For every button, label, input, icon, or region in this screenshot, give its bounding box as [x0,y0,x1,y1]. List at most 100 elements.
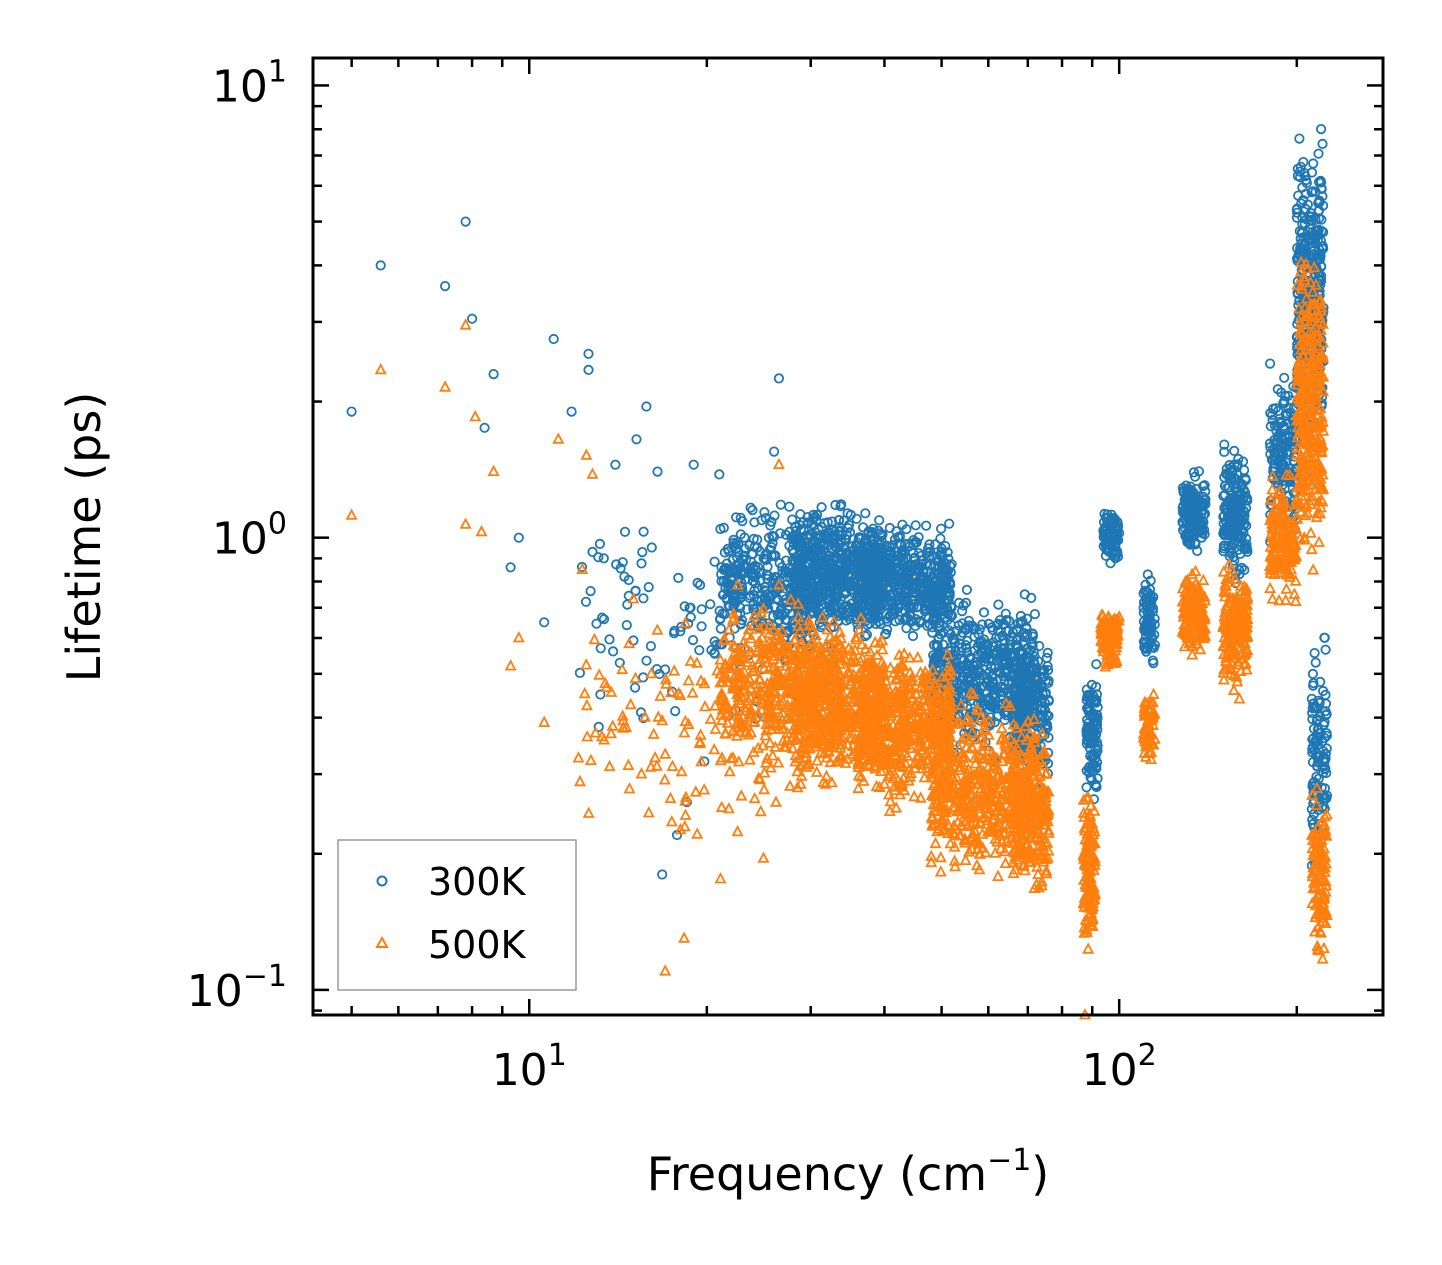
point-500K [773,578,785,590]
point-300K [1142,569,1153,580]
point-300K [760,586,772,597]
point-500K [841,738,854,750]
point-300K [962,674,974,686]
point-300K [1295,233,1306,244]
point-300K [1193,510,1204,521]
point-500K [904,687,917,700]
point-300K [831,543,843,554]
point-300K [774,557,785,569]
point-300K [835,593,846,605]
point-300K [1019,631,1031,642]
point-500K [742,671,755,683]
point-300K [860,508,871,519]
point-500K [854,611,867,623]
point-500K [695,674,708,686]
point-300K [1313,148,1324,159]
point-300K [1294,133,1305,144]
point-500K [780,700,793,713]
point-500K [727,638,740,651]
point-300K [773,373,785,384]
point-300K [762,597,773,608]
point-500K [793,759,806,771]
point-300K [1022,681,1033,692]
point-300K [875,618,886,630]
point-500K [753,622,766,634]
point-500K [695,755,708,767]
point-300K [659,664,671,675]
point-300K [638,593,649,604]
point-300K [668,628,680,639]
point-300K [1091,659,1102,670]
point-300K [805,531,817,542]
point-300K [874,515,885,526]
point-300K [745,502,756,513]
point-300K [1319,753,1330,764]
point-300K [855,606,866,618]
point-500K [678,726,691,738]
point-300K [1100,522,1111,534]
point-500K [807,666,820,679]
point-300K [924,539,935,550]
point-300K [854,532,866,543]
point-300K [1087,759,1098,771]
point-300K [731,551,743,563]
point-300K [969,679,980,690]
point-300K [1014,682,1026,693]
point-300K [629,682,641,693]
point-500K [675,764,688,777]
point-300K [1011,635,1022,646]
point-500K [581,730,594,742]
point-300K [817,575,828,586]
point-300K [907,630,919,642]
point-500K [649,750,662,763]
point-300K [1107,515,1118,526]
point-300K [611,559,622,570]
point-500K [644,760,657,772]
point-500K [616,709,629,721]
point-500K [754,804,767,817]
point-500K [598,733,611,745]
point-500K [812,712,825,725]
point-300K [1180,530,1191,542]
point-300K [1218,525,1230,537]
point-500K [838,652,851,664]
point-300K [694,645,705,656]
point-300K [1226,520,1237,531]
point-300K [833,610,844,622]
point-300K [910,620,921,632]
point-300K [932,608,943,619]
point-300K [346,406,357,417]
point-300K [995,649,1006,660]
point-300K [705,599,716,610]
point-300K [684,602,695,613]
point-500K [717,670,730,682]
point-300K [841,615,852,626]
point-500K [714,753,727,766]
point-500K [732,755,745,767]
point-500K [853,742,866,754]
point-300K [773,595,784,606]
point-500K [803,618,816,631]
point-500K [765,641,778,653]
point-500K [833,625,846,637]
point-300K [887,606,898,617]
point-500K [792,610,805,622]
point-500K [735,789,748,801]
point-300K [988,637,999,648]
point-500K [704,712,717,724]
point-500K [721,671,734,683]
point-300K [621,619,632,631]
point-300K [888,588,899,599]
point-300K [856,586,868,597]
point-300K [1092,709,1103,721]
point-500K [805,721,818,733]
point-300K [1311,771,1322,782]
point-500K [817,689,829,701]
point-300K [944,518,955,529]
point-500K [727,705,740,717]
point-300K [1296,238,1307,249]
point-300K [730,591,741,602]
point-500K [825,775,838,788]
point-300K [916,559,928,570]
point-300K [746,549,758,560]
